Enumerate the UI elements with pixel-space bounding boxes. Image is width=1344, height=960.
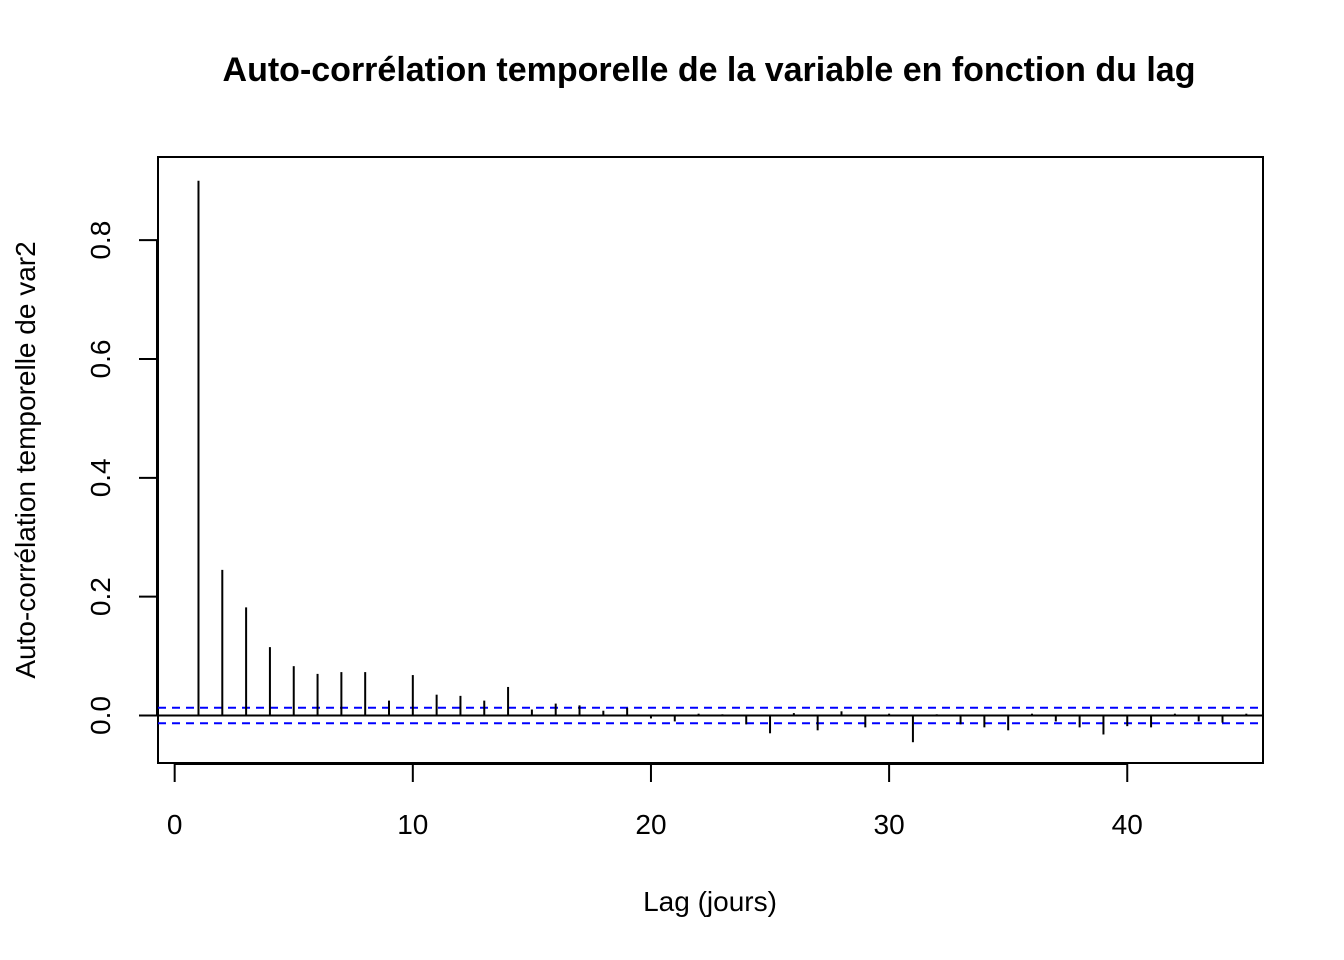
chart-title: Auto-corrélation temporelle de la variab…: [223, 51, 1196, 89]
y-tick-label-4: 0.8: [85, 221, 116, 260]
plot-frame: [157, 156, 1264, 764]
x-tick-label-30: 30: [874, 809, 905, 840]
x-tick-label-10: 10: [397, 809, 428, 840]
x-tick-label-20: 20: [635, 809, 666, 840]
x-tick-label-0: 0: [167, 809, 183, 840]
y-tick-label-0: 0.0: [85, 696, 116, 735]
y-axis: 0.0 0.2 0.4 0.6 0.8: [85, 221, 158, 735]
y-tick-label-1: 0.2: [85, 577, 116, 616]
y-tick-label-3: 0.6: [85, 340, 116, 379]
y-axis-label: Auto-corrélation temporelle de var2: [10, 241, 41, 678]
x-tick-label-40: 40: [1112, 809, 1143, 840]
acf-marks: [158, 180, 1263, 743]
x-axis: 0 10 20 30 40: [167, 763, 1143, 840]
y-tick-label-2: 0.4: [85, 458, 116, 497]
x-axis-label: Lag (jours): [643, 886, 777, 917]
